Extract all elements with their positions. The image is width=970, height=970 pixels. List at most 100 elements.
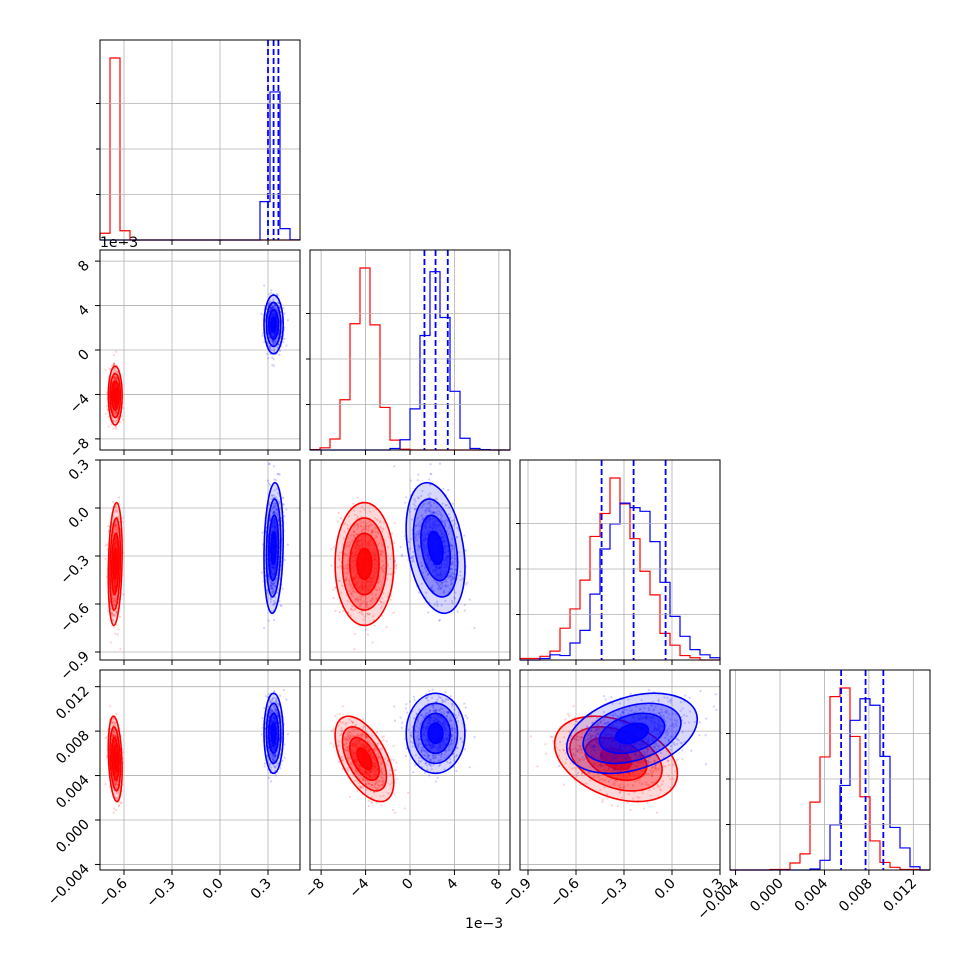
sample-point — [380, 552, 383, 555]
sample-point — [428, 478, 431, 481]
sample-point — [451, 556, 454, 559]
sample-point — [355, 533, 358, 536]
sample-point — [113, 412, 116, 415]
sample-point — [429, 472, 432, 476]
sample-point — [260, 312, 263, 315]
sample-point — [111, 595, 114, 598]
sample-point — [424, 570, 428, 573]
sample-point — [360, 525, 363, 528]
sample-point — [427, 508, 430, 511]
sample-point — [371, 641, 374, 644]
sample-point — [114, 510, 117, 513]
sample-point — [113, 362, 116, 365]
sample-point — [273, 496, 276, 499]
sample-point — [114, 425, 117, 428]
sample-point — [447, 506, 450, 509]
sample-point — [455, 536, 459, 539]
sample-point — [350, 533, 354, 536]
sample-point — [111, 416, 114, 419]
sample-point — [372, 529, 375, 532]
sample-point — [433, 603, 437, 606]
sample-point — [271, 307, 274, 310]
sample-point — [428, 510, 431, 513]
sample-point — [417, 545, 420, 549]
sample-point — [366, 612, 370, 615]
sample-point — [417, 530, 421, 533]
sample-point — [274, 496, 277, 499]
sample-point — [268, 300, 271, 303]
sample-point — [346, 559, 350, 562]
panel-2-0: −0.9−0.6−0.30.00.3 — [57, 457, 301, 684]
sample-point — [338, 557, 341, 560]
sample-point — [276, 301, 279, 304]
sample-point — [435, 506, 438, 509]
sample-point — [430, 586, 433, 589]
sample-point — [436, 582, 439, 585]
sample-point — [343, 552, 346, 555]
sample-point — [272, 364, 275, 367]
sample-point — [117, 515, 120, 518]
sample-point — [348, 543, 351, 546]
sample-point — [271, 494, 274, 497]
sample-point — [456, 610, 459, 613]
sample-point — [414, 500, 417, 503]
sample-point — [450, 573, 453, 576]
sample-point — [107, 425, 110, 428]
sample-point — [271, 508, 274, 511]
y-tick-label: 0 — [75, 347, 93, 365]
sample-point — [365, 601, 369, 604]
sample-point — [430, 472, 433, 475]
sample-point — [452, 588, 456, 592]
sample-point — [115, 370, 119, 373]
sample-point — [272, 583, 275, 586]
sample-point — [116, 416, 120, 419]
sample-point — [271, 502, 275, 505]
sample-point — [361, 505, 364, 508]
sample-point — [267, 357, 270, 360]
sample-point — [268, 483, 272, 487]
sample-point — [448, 575, 452, 578]
sample-point — [363, 615, 367, 618]
sample-point — [416, 530, 419, 534]
sample-point — [112, 376, 116, 379]
sample-point — [348, 589, 352, 592]
sample-point — [268, 517, 272, 520]
sample-point — [270, 585, 273, 588]
sample-point — [270, 307, 274, 310]
sample-point — [454, 591, 457, 594]
sample-point — [382, 592, 385, 595]
sample-point — [280, 604, 283, 608]
sample-point — [115, 610, 118, 614]
sample-point — [441, 502, 444, 505]
sample-point — [380, 549, 383, 552]
sample-point — [267, 504, 271, 507]
sample-point — [275, 508, 279, 511]
sample-point — [283, 312, 286, 315]
sample-point — [404, 501, 407, 504]
sample-point — [111, 619, 114, 622]
sample-point — [375, 518, 378, 521]
sample-point — [263, 626, 266, 629]
sample-point — [114, 524, 117, 527]
sample-point — [412, 560, 415, 563]
sample-point — [112, 730, 115, 733]
sample-point — [417, 536, 421, 539]
sample-point — [114, 505, 117, 509]
sample-point — [271, 582, 274, 585]
sample-point — [269, 291, 273, 294]
sample-point — [113, 603, 116, 607]
sample-point — [272, 506, 276, 509]
density-contour-red — [112, 547, 118, 581]
sample-point — [337, 579, 340, 583]
sample-point — [356, 597, 359, 600]
sample-point — [345, 571, 348, 574]
sample-point — [272, 343, 275, 347]
sample-point — [364, 602, 368, 605]
y-tick-label: −0.6 — [57, 600, 92, 635]
sample-point — [439, 512, 442, 515]
sample-point — [394, 565, 398, 568]
sample-point — [270, 586, 273, 589]
sample-point — [439, 583, 443, 586]
sample-point — [439, 513, 443, 517]
sample-point — [271, 582, 274, 585]
